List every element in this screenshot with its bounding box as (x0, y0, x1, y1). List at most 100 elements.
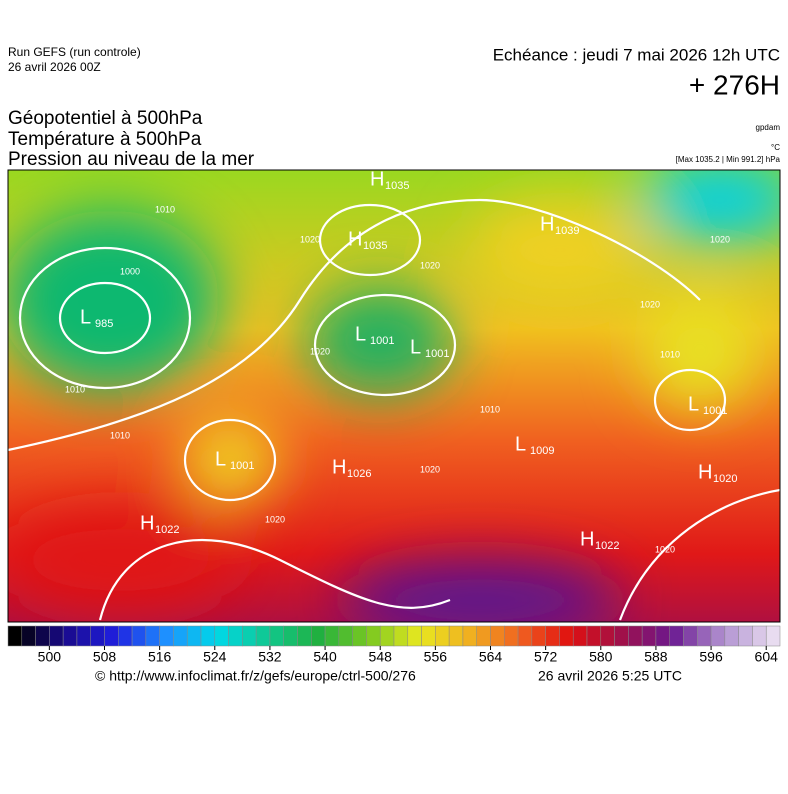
system-type: H (540, 213, 554, 235)
colorbar-tick-label: 572 (534, 649, 558, 665)
colorbar-swatch (242, 625, 257, 647)
colorbar-swatch (545, 625, 560, 647)
unit: gpdam (756, 123, 781, 132)
field: Température à 500hPa (8, 129, 202, 150)
lead-time: + 276H (689, 69, 780, 100)
system-type: H (698, 461, 712, 483)
colorbar-swatch (173, 625, 188, 647)
colorbar-swatch (297, 625, 312, 647)
system-type: L (355, 323, 366, 345)
isobar-label: 1020 (710, 234, 730, 244)
isobar-label: 1020 (420, 464, 440, 474)
colorbar-swatch (572, 625, 588, 647)
isobar-label: 1020 (310, 346, 330, 356)
isobar-label: 1020 (300, 234, 320, 244)
isobar-label: 1020 (420, 260, 440, 270)
colorbar-swatch (435, 625, 450, 647)
system-type: L (80, 306, 91, 328)
colorbar-swatch (76, 625, 91, 647)
colorbar-swatch (490, 625, 505, 647)
system-pressure: 1035 (385, 180, 409, 192)
colorbar-swatch (324, 625, 340, 647)
colorbar-swatch (407, 625, 422, 647)
colorbar-swatch (462, 625, 477, 647)
colorbar-tick-label: 596 (699, 649, 723, 665)
colorbar-swatch (531, 625, 546, 647)
colorbar-swatch (724, 625, 739, 647)
isobar-label: 1020 (640, 299, 660, 309)
system-pressure: 1001 (425, 348, 449, 360)
colorbar-swatch (90, 625, 105, 647)
system-pressure: 1020 (713, 473, 737, 485)
colorbar-tick-label: 524 (203, 649, 227, 665)
colorbar-tick-label: 548 (369, 649, 393, 665)
colorbar-swatch (366, 625, 381, 647)
system-type: H (140, 512, 154, 534)
source-url: © http://www.infoclimat.fr/z/gefs/europe… (95, 668, 416, 684)
colorbar-swatch (710, 625, 726, 647)
colorbar-swatch (614, 625, 629, 647)
isobar-label: 1020 (655, 544, 675, 554)
colorbar-swatch (586, 625, 602, 647)
system-pressure: 1001 (703, 405, 727, 417)
colorbar-swatch (186, 625, 202, 647)
system-pressure: 1035 (363, 240, 387, 252)
system-pressure: 1001 (230, 460, 254, 472)
colorbar-swatch (7, 625, 23, 647)
colorbar-tick-label: 532 (258, 649, 282, 665)
isobars (8, 198, 780, 621)
colorbar-swatch (283, 625, 298, 647)
system-type: H (332, 456, 346, 478)
isobar-label: 1010 (110, 430, 130, 440)
colorbar-swatch (738, 625, 753, 647)
colorbar-swatch (131, 625, 147, 647)
colorbar-swatch (379, 625, 395, 647)
isobar-label: 1010 (660, 349, 680, 359)
colorbar-swatch (393, 625, 409, 647)
system-pressure: 1022 (155, 524, 179, 536)
system-type: H (348, 228, 362, 250)
isobar-label: 1010 (480, 404, 500, 414)
colorbar-tick-label: 540 (313, 649, 337, 665)
colorbar-swatch (145, 625, 160, 647)
system-type: H (370, 168, 384, 190)
colorbar: 500 508 516 524 532 540 548 556 564 572 580 588 596 6… (7, 625, 781, 665)
system-pressure: 985 (95, 318, 113, 330)
colorbar-tick-label: 508 (93, 649, 117, 665)
colorbar-swatch (683, 625, 698, 647)
colorbar-swatch (669, 625, 684, 647)
system-pressure: 1039 (555, 225, 579, 237)
echeance: Echéance : jeudi 7 mai 2026 12h UTC (493, 45, 780, 64)
colorbar-swatch (752, 625, 767, 647)
colorbar-swatch (104, 625, 119, 647)
system-type: H (580, 528, 594, 550)
colorbar-swatch (421, 625, 436, 647)
colorbar-swatch (269, 625, 284, 647)
colorbar-swatch (255, 625, 271, 647)
colorbar-swatch (697, 625, 712, 647)
unit: °C (771, 143, 780, 152)
colorbar-swatch (35, 625, 50, 647)
colorbar-swatch (118, 625, 133, 647)
colorbar-swatch (559, 625, 574, 647)
map-frame (7, 169, 781, 623)
field: Pression au niveau de la mer (8, 149, 255, 170)
system-pressure: 1009 (530, 445, 554, 457)
colorbar-swatch (214, 625, 229, 647)
colorbar-tick-label: 564 (479, 649, 503, 665)
run: Run GEFS (run controle) (8, 45, 141, 59)
colorbar-tick-label: 580 (589, 649, 613, 665)
system-pressure: 1022 (595, 540, 619, 552)
isobar-label: 1010 (155, 204, 175, 214)
colorbar-tick-label: 588 (644, 649, 668, 665)
system-type: L (410, 336, 421, 358)
colorbar-tick-label: 516 (148, 649, 172, 665)
colorbar-swatch (641, 625, 657, 647)
colorbar-swatch (517, 625, 533, 647)
colorbar-swatch (352, 625, 367, 647)
system-pressure: 1001 (370, 335, 394, 347)
colorbar-tick-label: 556 (424, 649, 448, 665)
unit: [Max 1035.2 | Min 991.2] hPa (676, 155, 781, 164)
